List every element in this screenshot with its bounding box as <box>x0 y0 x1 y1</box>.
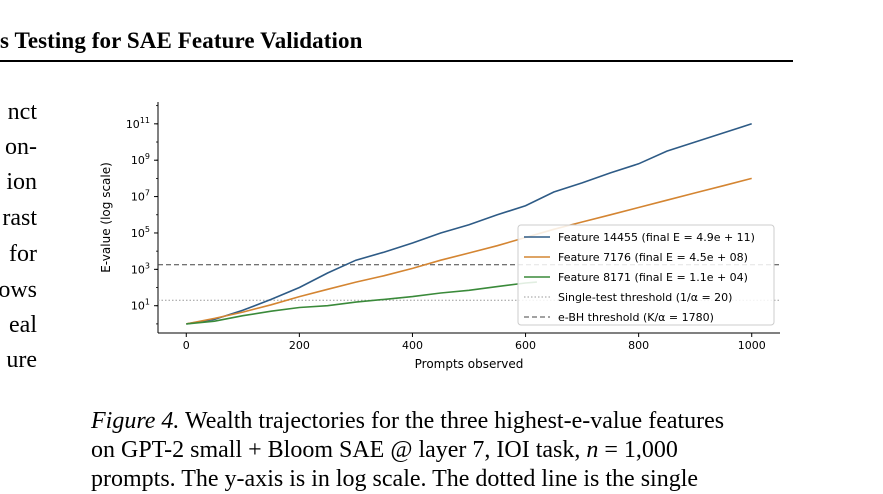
y-axis-label: E-value (log scale) <box>99 162 113 273</box>
x-tick-label: 400 <box>402 339 423 352</box>
left-fragment: eal <box>9 312 37 338</box>
legend-box <box>517 224 775 326</box>
caption-line-3: prompts. The y-axis is in log scale. The… <box>91 466 699 492</box>
x-tick-label: 1000 <box>738 339 766 352</box>
legend-label: e-BH threshold (K/α = 1780) <box>558 311 714 324</box>
section-title: s Testing for SAE Feature Validation <box>0 28 363 53</box>
chart-svg: 0 200 400 600 800 1000 101 103 105 107 109 1011 Prom… <box>99 102 780 371</box>
series-line <box>186 177 752 325</box>
legend-label: Feature 8171 (final E = 1.1e + 04) <box>558 271 748 284</box>
header-rule <box>0 60 793 62</box>
series-line <box>186 281 537 325</box>
figure-chart: 0 200 400 600 800 1000 101 103 105 107 109 1011 Prom… <box>96 96 796 386</box>
left-fragment: on- <box>5 134 37 160</box>
y-tick-label: 109 <box>131 152 150 167</box>
caption-label: Figure 4. <box>91 408 180 434</box>
series-line <box>186 123 752 325</box>
left-fragment: ion <box>6 169 37 195</box>
legend-label: Feature 7176 (final E = 4.5e + 08) <box>558 251 748 264</box>
caption-line-2: on GPT-2 small + Bloom SAE @ layer 7, IO… <box>91 436 795 465</box>
caption-line-1: Figure 4. Wealth trajectories for the th… <box>91 407 795 436</box>
caption-math-n: n <box>586 437 599 463</box>
y-tick-label: 107 <box>131 189 150 204</box>
caption-text: Wealth trajectories for the three highes… <box>185 408 725 434</box>
y-tick-label: 101 <box>131 298 150 313</box>
x-tick-label: 0 <box>183 339 190 352</box>
left-fragment: for <box>9 241 37 267</box>
caption-text: = 1,000 <box>604 437 678 463</box>
left-fragment: rast <box>2 205 37 231</box>
x-axis-label: Prompts observed <box>415 357 524 371</box>
y-tick-label: 103 <box>131 261 150 276</box>
left-fragment: nct <box>7 99 37 125</box>
caption-text: on GPT-2 small + Bloom SAE @ layer 7, IO… <box>91 437 581 463</box>
legend-label: Single-test threshold (1/α = 20) <box>558 291 732 304</box>
x-tick-label: 200 <box>289 339 310 352</box>
y-tick-label: 1011 <box>126 116 150 131</box>
left-fragment: ure <box>6 347 37 373</box>
figure-caption: Figure 4. Wealth trajectories for the th… <box>91 407 795 494</box>
legend-label: Feature 14455 (final E = 4.9e + 11) <box>558 231 755 244</box>
x-tick-label: 800 <box>628 339 649 352</box>
x-tick-label: 600 <box>515 339 536 352</box>
left-fragment: ows <box>0 277 37 303</box>
y-tick-label: 105 <box>131 225 150 240</box>
